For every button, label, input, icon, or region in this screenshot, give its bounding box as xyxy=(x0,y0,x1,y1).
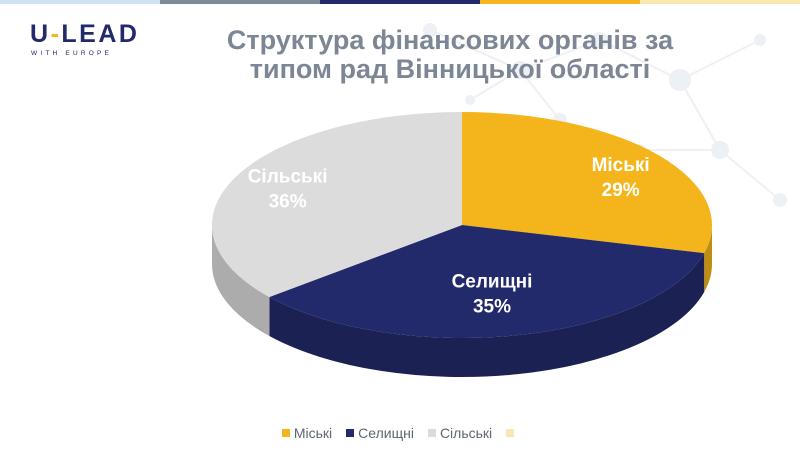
chart-legend: Міські Селищні Сільські xyxy=(0,425,800,441)
title-line-2: типом рад Вінницької області xyxy=(249,54,651,84)
logo-lead: LEAD xyxy=(61,20,140,48)
slice-label-category: Селищні xyxy=(452,272,533,293)
pie-slice-2 xyxy=(212,112,462,298)
top-color-bar xyxy=(0,0,800,4)
pie-slice-1 xyxy=(269,225,705,338)
legend-swatch xyxy=(506,429,515,437)
legend-item-silski: Сільські xyxy=(427,425,493,441)
legend-item-selyshchni: Селищні xyxy=(346,425,414,441)
top-bar-segment xyxy=(480,0,640,4)
top-bar-segment xyxy=(640,0,800,4)
legend-item-mіські: Міські xyxy=(281,425,333,441)
slice-label-value: 29% xyxy=(602,180,640,201)
logo-dash: - xyxy=(50,20,62,48)
slice-label-category: Сільські xyxy=(248,167,328,188)
pie-side-2 xyxy=(212,225,270,337)
slice-label-category: Міські xyxy=(592,155,650,176)
legend-item-empty xyxy=(506,425,518,441)
legend-swatch xyxy=(346,429,355,437)
u-lead-logo: U-LEAD WITH EUROPE xyxy=(30,22,139,58)
logo-wordmark: U-LEAD xyxy=(30,22,139,47)
slide-title: Структура фінансових органів за типом ра… xyxy=(180,26,720,84)
top-bar-segment xyxy=(160,0,320,4)
top-bar-segment xyxy=(320,0,480,4)
pie-slice-0 xyxy=(462,112,713,254)
logo-u: U xyxy=(30,20,51,48)
legend-label: Міські xyxy=(293,425,333,441)
legend-swatch xyxy=(427,429,436,437)
title-line-1: Структура фінансових органів за xyxy=(226,25,674,55)
slice-label-value: 35% xyxy=(473,297,511,318)
slice-label-value: 36% xyxy=(269,192,307,213)
legend-swatch xyxy=(281,429,290,437)
legend-label: Сільські xyxy=(439,425,493,441)
pie-side-0 xyxy=(704,225,712,293)
top-bar-segment xyxy=(0,0,160,4)
pie-side-1 xyxy=(269,253,705,378)
legend-label: Селищні xyxy=(358,425,414,441)
logo-subtitle: WITH EUROPE xyxy=(31,50,113,57)
